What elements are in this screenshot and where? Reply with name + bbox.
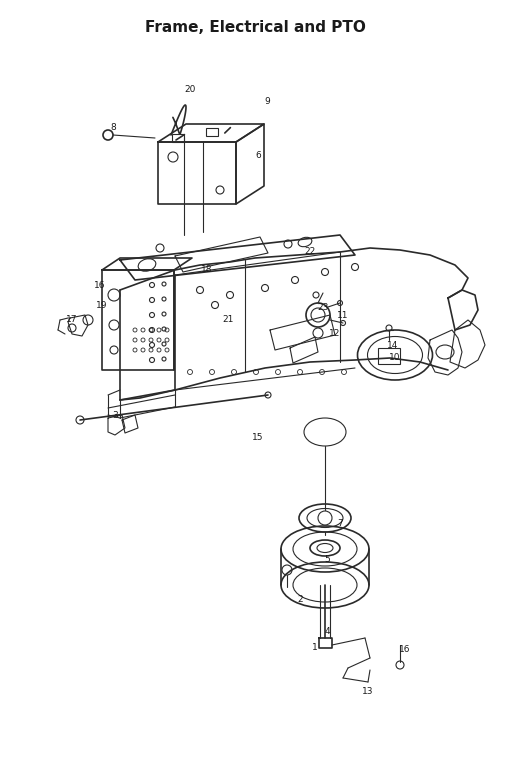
Text: 10: 10: [388, 354, 400, 363]
Text: 4: 4: [324, 628, 329, 637]
Text: 21: 21: [222, 316, 233, 325]
Text: 8: 8: [110, 124, 116, 133]
Text: 16: 16: [399, 645, 410, 654]
Text: Frame, Electrical and PTO: Frame, Electrical and PTO: [144, 20, 365, 36]
Text: 20: 20: [184, 86, 195, 95]
Text: 23: 23: [317, 303, 328, 311]
Text: 15: 15: [252, 433, 263, 442]
Text: 12: 12: [329, 329, 340, 338]
Text: 6: 6: [254, 150, 261, 159]
Text: 5: 5: [324, 556, 329, 565]
Bar: [172, 134, 184, 142]
Text: 1: 1: [312, 644, 317, 653]
Text: 22: 22: [304, 247, 315, 257]
Text: 18: 18: [201, 266, 212, 275]
Bar: [377, 348, 399, 364]
Text: 13: 13: [361, 688, 373, 697]
Text: 11: 11: [336, 311, 348, 320]
Text: 19: 19: [96, 301, 107, 310]
Text: 14: 14: [386, 341, 398, 349]
Text: 7: 7: [336, 519, 342, 528]
Text: 16: 16: [94, 282, 105, 291]
Text: 2: 2: [297, 596, 302, 604]
Text: 3: 3: [112, 411, 118, 420]
Text: 17: 17: [66, 316, 77, 325]
Text: 9: 9: [264, 97, 269, 106]
Bar: [206, 128, 217, 136]
